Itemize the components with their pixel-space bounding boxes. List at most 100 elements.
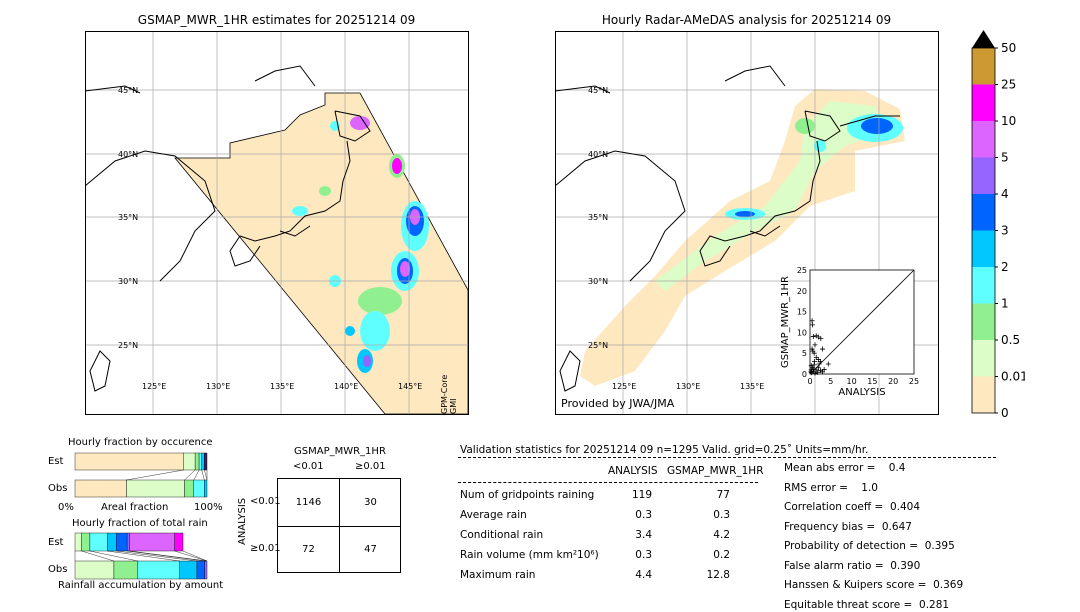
connector-line [107,550,180,562]
coastline [85,65,371,392]
est-label: Est [48,456,64,467]
lon-label: 130°E [676,382,701,391]
bar-segment-est [183,452,196,471]
lon-label: 125°E [142,382,167,391]
scatter-point [819,346,825,352]
y-tick-label: 25 [797,266,807,275]
colorbar-label: 50 [1001,41,1016,55]
scatter-point [821,366,827,372]
scatter-plot: 00 5 5 10 10 15 15 20 20 25 25 ANALYSIS GSMAP_MWR_1H… [780,266,919,398]
colorbar-segment [972,303,995,340]
bar-segment-obs [113,560,139,580]
colorbar-segment [972,267,995,304]
y-tick-label: 5 [802,349,807,358]
row-label: <0.01 [250,496,281,507]
scatter-point [811,350,817,356]
bar-segment-est [115,532,128,552]
colorbar-label: 10 [1001,114,1016,128]
scatter-point [812,342,818,348]
stat-gsmap: 12.8 [706,569,730,581]
stat-gsmap: 77 [716,489,730,501]
col-label: ≥0.01 [355,461,386,472]
occurrence-bars [74,452,208,498]
cell-hit-none: 1146 [295,497,322,508]
scatter-point [813,333,819,339]
scatter-point [811,366,817,372]
bar-segment-obs [74,560,115,580]
occurrence-title: Hourly fraction by occurence [68,437,213,448]
colorbar-label: 5 [1001,151,1009,165]
connector-line [89,550,138,562]
connector-line [182,550,208,562]
lat-label: 40°N [118,150,139,159]
score: Frequency bias = 0.647 [784,520,912,533]
contingency-title: GSMAP_MWR_1HR [294,446,386,457]
scatter-point [808,369,814,375]
colorbar-segment [972,194,995,231]
x-axis-label: ANALYSIS [838,387,885,398]
scatter-point [808,367,814,373]
satellite-label: GPM-Core GMI [440,374,458,414]
colorbar-segment [972,230,995,267]
colorbar-label: 1 [1001,297,1009,311]
connector-line [193,469,200,481]
bar-segment-obs [196,560,205,580]
scatter-point [809,322,815,328]
scatter-point [810,348,816,354]
x-tick-label: 15 [867,377,877,386]
bar-segment-obs [204,479,208,498]
score: False alarm ratio = 0.390 [784,559,921,572]
scatter-point [809,365,815,371]
bar-segment-est [201,452,205,471]
colorbar-segment [972,84,995,121]
bar-segment-obs [137,560,180,580]
lat-label: 30°N [118,277,139,286]
scatter-point [815,365,821,371]
score: Probability of detection = 0.395 [784,540,955,552]
bar-segment-est [129,532,175,552]
lon-label: 135°E [740,382,765,391]
connector-line [81,550,114,562]
diagonal-line [809,269,915,375]
lat-label: 35°N [588,213,609,222]
bar-segment-est [74,452,184,471]
bar-segment-est [107,532,117,552]
cell-miss: 72 [302,544,315,555]
connector-line [127,550,205,562]
row-label: ≥0.01 [250,543,281,554]
colorbar: 0 0.01 0.5 1 2 3 4 5 10 25 50 [971,30,1025,418]
rain-cells [292,116,429,373]
coastline [555,65,900,392]
lon-label: 130°E [206,382,231,391]
satellite-swath [174,92,469,415]
stat-analysis: 4.4 [635,569,652,581]
stat-analysis: 119 [631,489,652,501]
scatter-point [812,359,818,365]
y-axis-label: GSMAP_MWR_1HR [780,276,791,368]
colorbar-segment [972,48,995,85]
obs-label: Obs [48,483,68,494]
colorbar-segment [972,376,995,413]
scatter-point [817,368,823,374]
colorbar-segment [972,340,995,377]
lon-label: 135°E [270,382,295,391]
left-map [85,31,469,415]
lat-label: 25°N [118,341,139,350]
y-tick-label: 10 [797,328,807,337]
data-credit: Provided by JWA/JMA [561,397,675,410]
tick-100: 100% [194,502,223,513]
scatter-point [809,346,815,352]
cell-false-alarm: 30 [364,497,377,508]
bar-segment-est [126,532,130,552]
scatter-point [810,334,816,340]
connector-line [126,469,184,481]
lon-label: 125°E [612,382,637,391]
y-tick-label: 0 [802,370,807,379]
x-tick-label: 25 [909,377,919,386]
tick-0: 0% [58,502,74,513]
lat-label: 45°N [118,86,139,95]
bar-segment-obs [179,560,198,580]
rain-fraction-xlabel: Rainfall accumulation by amount [58,580,224,591]
lat-label: 25°N [588,341,609,350]
bar-segment-est [204,452,208,471]
